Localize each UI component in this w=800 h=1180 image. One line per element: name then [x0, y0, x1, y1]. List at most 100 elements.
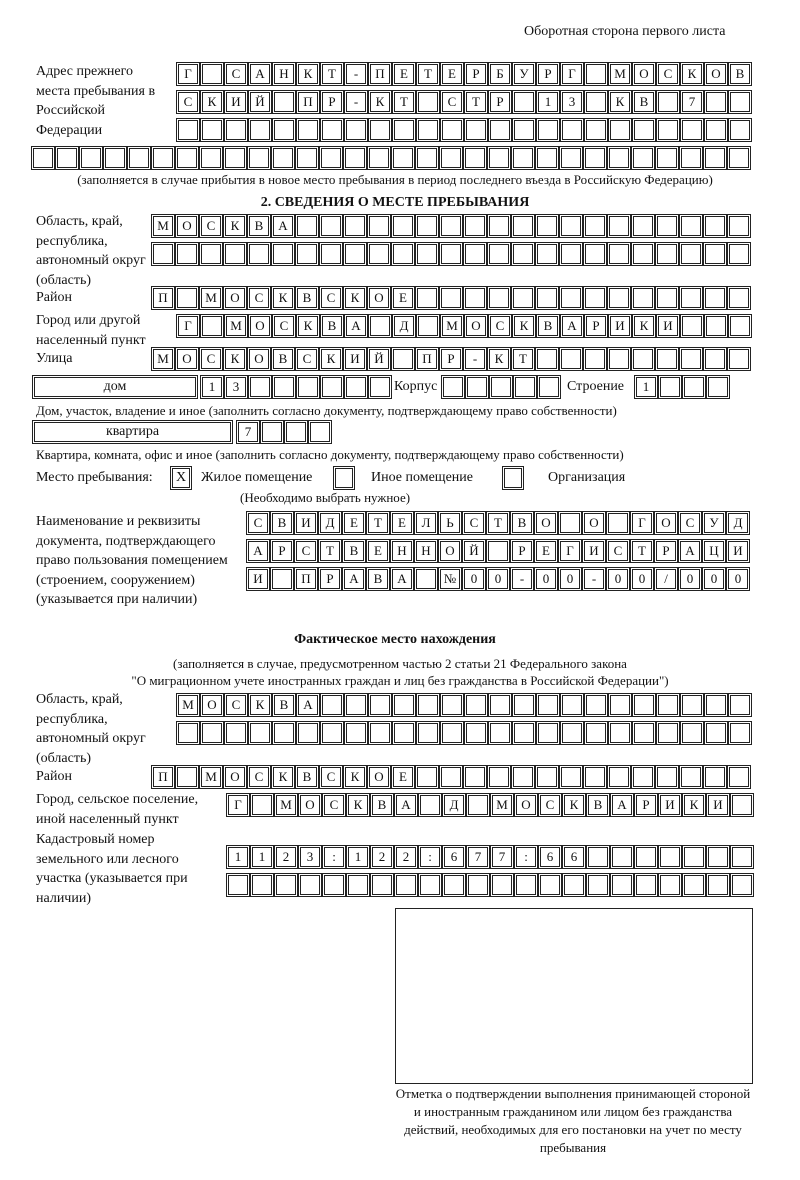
char-cell[interactable]: [680, 721, 704, 745]
char-cell[interactable]: Ц: [702, 539, 726, 563]
char-cell[interactable]: [199, 242, 223, 266]
char-cell[interactable]: [583, 242, 607, 266]
char-cell[interactable]: К: [296, 314, 320, 338]
char-cell[interactable]: [464, 721, 488, 745]
char-cell[interactable]: [562, 873, 586, 897]
char-cell[interactable]: [151, 146, 175, 170]
char-cell[interactable]: [487, 146, 511, 170]
char-cell[interactable]: [535, 347, 559, 371]
char-cell[interactable]: [560, 721, 584, 745]
char-cell[interactable]: В: [295, 765, 319, 789]
char-cell[interactable]: Й: [367, 347, 391, 371]
char-cell[interactable]: Е: [342, 511, 366, 535]
char-cell[interactable]: [31, 146, 55, 170]
char-cell[interactable]: Е: [440, 62, 464, 86]
char-cell[interactable]: И: [658, 793, 682, 817]
char-cell[interactable]: Е: [391, 286, 415, 310]
char-cell[interactable]: [175, 286, 199, 310]
char-cell[interactable]: Т: [464, 90, 488, 114]
char-cell[interactable]: [175, 146, 199, 170]
char-cell[interactable]: К: [487, 347, 511, 371]
char-cell[interactable]: [490, 873, 514, 897]
char-cell[interactable]: [55, 146, 79, 170]
char-cell[interactable]: [679, 765, 703, 789]
char-cell[interactable]: [415, 214, 439, 238]
char-cell[interactable]: [295, 214, 319, 238]
char-cell[interactable]: [560, 693, 584, 717]
char-cell[interactable]: [466, 793, 490, 817]
char-cell[interactable]: [466, 873, 490, 897]
char-cell[interactable]: О: [534, 511, 558, 535]
option-other-premises-checkbox[interactable]: [333, 466, 355, 490]
char-cell[interactable]: [487, 214, 511, 238]
char-cell[interactable]: [656, 90, 680, 114]
char-cell[interactable]: [260, 420, 284, 444]
char-cell[interactable]: [308, 420, 332, 444]
char-cell[interactable]: Е: [390, 511, 414, 535]
char-cell[interactable]: [103, 146, 127, 170]
char-cell[interactable]: О: [247, 347, 271, 371]
char-cell[interactable]: Д: [726, 511, 750, 535]
char-cell[interactable]: Р: [318, 567, 342, 591]
char-cell[interactable]: [728, 118, 752, 142]
char-cell[interactable]: [319, 214, 343, 238]
char-cell[interactable]: С: [538, 793, 562, 817]
char-cell[interactable]: [463, 242, 487, 266]
char-cell[interactable]: [727, 347, 751, 371]
char-cell[interactable]: Ь: [438, 511, 462, 535]
char-cell[interactable]: А: [296, 693, 320, 717]
char-cell[interactable]: [391, 146, 415, 170]
char-cell[interactable]: П: [151, 765, 175, 789]
char-cell[interactable]: 6: [538, 845, 562, 869]
char-cell[interactable]: М: [176, 693, 200, 717]
char-cell[interactable]: [488, 118, 512, 142]
char-cell[interactable]: А: [344, 314, 368, 338]
char-cell[interactable]: [607, 242, 631, 266]
char-cell[interactable]: О: [514, 793, 538, 817]
char-cell[interactable]: Й: [248, 90, 272, 114]
char-cell[interactable]: [176, 118, 200, 142]
char-cell[interactable]: [655, 347, 679, 371]
char-cell[interactable]: [584, 693, 608, 717]
char-cell[interactable]: [248, 375, 272, 399]
char-cell[interactable]: [586, 845, 610, 869]
char-cell[interactable]: [631, 214, 655, 238]
char-cell[interactable]: С: [295, 347, 319, 371]
char-cell[interactable]: О: [200, 693, 224, 717]
char-cell[interactable]: [703, 347, 727, 371]
char-cell[interactable]: [392, 693, 416, 717]
char-cell[interactable]: [607, 146, 631, 170]
char-cell[interactable]: [368, 314, 392, 338]
char-cell[interactable]: [295, 242, 319, 266]
char-cell[interactable]: -: [344, 62, 368, 86]
char-cell[interactable]: Д: [392, 314, 416, 338]
char-cell[interactable]: [584, 62, 608, 86]
char-cell[interactable]: [511, 146, 535, 170]
char-cell[interactable]: [394, 873, 418, 897]
char-cell[interactable]: [463, 214, 487, 238]
char-cell[interactable]: [439, 286, 463, 310]
char-cell[interactable]: [512, 693, 536, 717]
char-cell[interactable]: 1: [536, 90, 560, 114]
char-cell[interactable]: 3: [224, 375, 248, 399]
char-cell[interactable]: С: [488, 314, 512, 338]
char-cell[interactable]: [682, 845, 706, 869]
char-cell[interactable]: Н: [390, 539, 414, 563]
char-cell[interactable]: [704, 118, 728, 142]
char-cell[interactable]: В: [342, 539, 366, 563]
char-cell[interactable]: [272, 118, 296, 142]
char-cell[interactable]: О: [704, 62, 728, 86]
char-cell[interactable]: О: [298, 793, 322, 817]
char-cell[interactable]: [704, 693, 728, 717]
char-cell[interactable]: 7: [680, 90, 704, 114]
char-cell[interactable]: [584, 118, 608, 142]
char-cell[interactable]: С: [199, 347, 223, 371]
char-cell[interactable]: О: [175, 214, 199, 238]
char-cell[interactable]: [559, 242, 583, 266]
char-cell[interactable]: [704, 314, 728, 338]
option-residential-checkbox[interactable]: Х: [170, 466, 192, 490]
char-cell[interactable]: Г: [630, 511, 654, 535]
char-cell[interactable]: Е: [534, 539, 558, 563]
char-cell[interactable]: К: [200, 90, 224, 114]
char-cell[interactable]: [391, 242, 415, 266]
